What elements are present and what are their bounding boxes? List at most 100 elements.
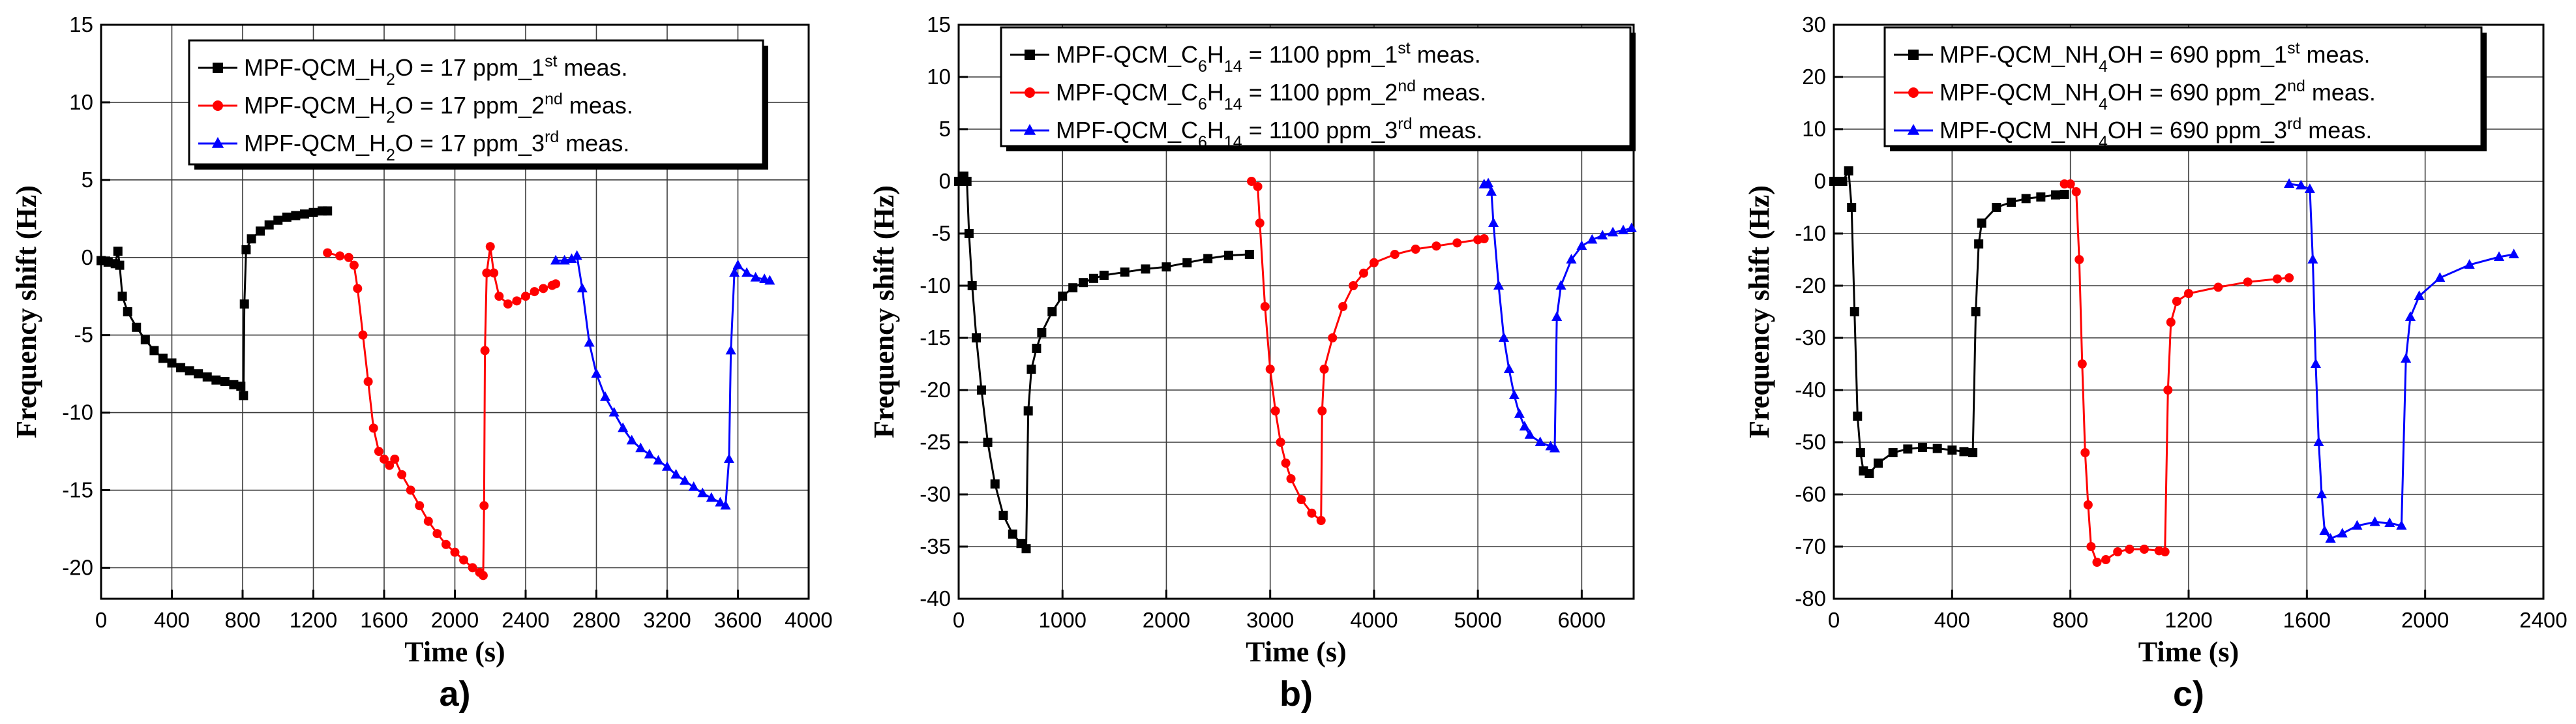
c-ytick-label-9: 10 — [1802, 117, 1826, 141]
c-ytick-label-8: 0 — [1814, 169, 1826, 193]
b-series-1-point-22 — [1099, 271, 1109, 280]
b-series-2-point-24 — [1479, 234, 1489, 243]
a-series-1-point-16 — [211, 375, 221, 385]
a-series-1-point-17 — [220, 377, 230, 387]
b-series-2-point-5 — [1270, 406, 1280, 415]
c-xtick-label-1: 400 — [1934, 608, 1970, 632]
a-series-3-point-3 — [571, 250, 582, 260]
a-ytick-label-4: 0 — [82, 245, 93, 269]
b-ytick-label-9: 5 — [939, 117, 951, 141]
c-xtick-label-5: 2000 — [2401, 608, 2449, 632]
b-series-3-point-7 — [1508, 389, 1520, 399]
c-series-1-point-8 — [1865, 469, 1874, 478]
c-series-3 — [2284, 178, 2519, 543]
a-series-2-point-1 — [335, 251, 345, 261]
a-series-3-point-22 — [723, 453, 734, 463]
b-series-1-point-4 — [967, 281, 977, 290]
b-series-3-point-16 — [1566, 254, 1577, 264]
a-series-1-point-20 — [239, 391, 248, 400]
c-series-3-point-16 — [2414, 290, 2425, 300]
b-ytick-label-8: 0 — [939, 169, 951, 193]
a-xtick-label-0: 0 — [95, 608, 107, 632]
a-series-2-point-5 — [358, 330, 368, 340]
a-series-2-point-10 — [385, 460, 395, 470]
b-legend-label-2: MPF-QCM_C6H14 = 1100 ppm_2nd meas. — [1056, 77, 1486, 113]
c-series-1-point-15 — [1959, 447, 1969, 457]
a-series-2-point-30 — [512, 296, 522, 306]
b-series-2-point-20 — [1411, 245, 1420, 254]
a-series-3-point-11 — [635, 442, 646, 453]
c-series-1-point-9 — [1874, 459, 1883, 468]
a-xtick-label-2: 800 — [224, 608, 260, 632]
c-series-3-point-13 — [2396, 520, 2407, 530]
a-series-2-point-31 — [521, 292, 530, 301]
c-xtick-label-4: 1600 — [2283, 608, 2331, 632]
b-series-2-point-13 — [1319, 365, 1329, 374]
a-series-3-point-10 — [626, 434, 637, 445]
a-series-2-point-27 — [489, 268, 499, 278]
c-xtick-label-2: 800 — [2052, 608, 2088, 632]
a-series-1-point-13 — [185, 366, 194, 376]
b-xtick-label-2: 2000 — [1143, 608, 1190, 632]
c-ytick-label-11: 30 — [1802, 12, 1826, 37]
b-series-1-point-23 — [1120, 267, 1130, 277]
c-ytick-label-2: -60 — [1795, 482, 1826, 506]
b-series-2-point-21 — [1431, 241, 1441, 251]
b-series-3-point-17 — [1576, 240, 1587, 250]
c-series-2-point-18 — [2184, 289, 2193, 298]
c-series-3-point-4 — [2310, 358, 2321, 368]
b-xtick-label-5: 5000 — [1454, 608, 1501, 632]
c-x-axis-title: Time (s) — [2138, 636, 2239, 668]
a-series-2-point-2 — [344, 252, 353, 262]
b-series-3-point-2 — [1486, 186, 1497, 196]
b-xtick-label-4: 4000 — [1350, 608, 1398, 632]
a-series-1-point-5 — [117, 292, 127, 301]
a-series-1-point-25 — [264, 220, 274, 230]
b-ytick-label-10: 10 — [927, 65, 951, 89]
a-series-1-point-10 — [158, 354, 168, 363]
a-series-2-point-32 — [530, 287, 539, 297]
c-legend-label-3: MPF-QCM_NH4OH = 690 ppm_3rd meas. — [1939, 115, 2372, 151]
c-ytick-label-10: 20 — [1802, 65, 1826, 89]
b-series-1-point-5 — [972, 333, 981, 342]
c-ytick-label-0: -80 — [1795, 586, 1826, 611]
c-legend: MPF-QCM_NH4OH = 690 ppm_1st meas.MPF-QCM… — [1883, 26, 2487, 151]
b-legend-box — [1000, 26, 1632, 147]
c-series-3-point-7 — [2319, 525, 2330, 535]
a-series-2-point-7 — [368, 423, 378, 433]
a-series-2-point-22 — [478, 571, 488, 581]
b-xtick-label-6: 6000 — [1558, 608, 1606, 632]
c-series-1 — [1829, 166, 2069, 478]
b-series-1-point-28 — [1224, 250, 1233, 260]
c-legend-label-2: MPF-QCM_NH4OH = 690 ppm_2nd meas. — [1939, 77, 2376, 113]
b-series-2-point-19 — [1390, 250, 1400, 259]
a-series-2-point-16 — [432, 529, 442, 539]
a-ytick-label-7: 15 — [69, 12, 93, 37]
c-series-1-point-18 — [1974, 239, 1984, 249]
a-series-1-point-29 — [299, 209, 309, 219]
c-series-1-point-17 — [1971, 307, 1981, 316]
c-series-2-point-7 — [2086, 542, 2096, 551]
c-series-2-point-4 — [2077, 359, 2087, 369]
a-series-1-point-8 — [140, 335, 150, 344]
a-series-2-point-26 — [485, 242, 495, 252]
b-series-2-point-1 — [1253, 182, 1263, 191]
a-series-2-point-25 — [482, 268, 492, 278]
c-series-2-point-2 — [2071, 187, 2081, 196]
b-ytick-label-0: -40 — [920, 586, 951, 611]
b-series-2-line — [1251, 180, 1484, 523]
a-series-2-point-29 — [503, 299, 513, 309]
b-series-3-point-18 — [1587, 234, 1598, 244]
b-series-1-point-26 — [1182, 258, 1192, 267]
b-series-1-point-24 — [1141, 264, 1150, 274]
c-series-1-point-24 — [2051, 190, 2060, 200]
b-series-3-point-10 — [1524, 429, 1535, 439]
b-series-3-point-21 — [1618, 224, 1629, 235]
b-series-1-point-12 — [1021, 544, 1031, 554]
chart-panel-c: 0 400 800 1200 1600 2000 2400 -80 -70 -60 -50 -40 -3… — [1743, 12, 2568, 714]
c-series-1-point-19 — [1977, 219, 1986, 228]
c-series-2-point-1 — [2065, 179, 2075, 189]
a-series-1-point-28 — [291, 211, 301, 220]
b-series-1-point-18 — [1058, 292, 1068, 301]
